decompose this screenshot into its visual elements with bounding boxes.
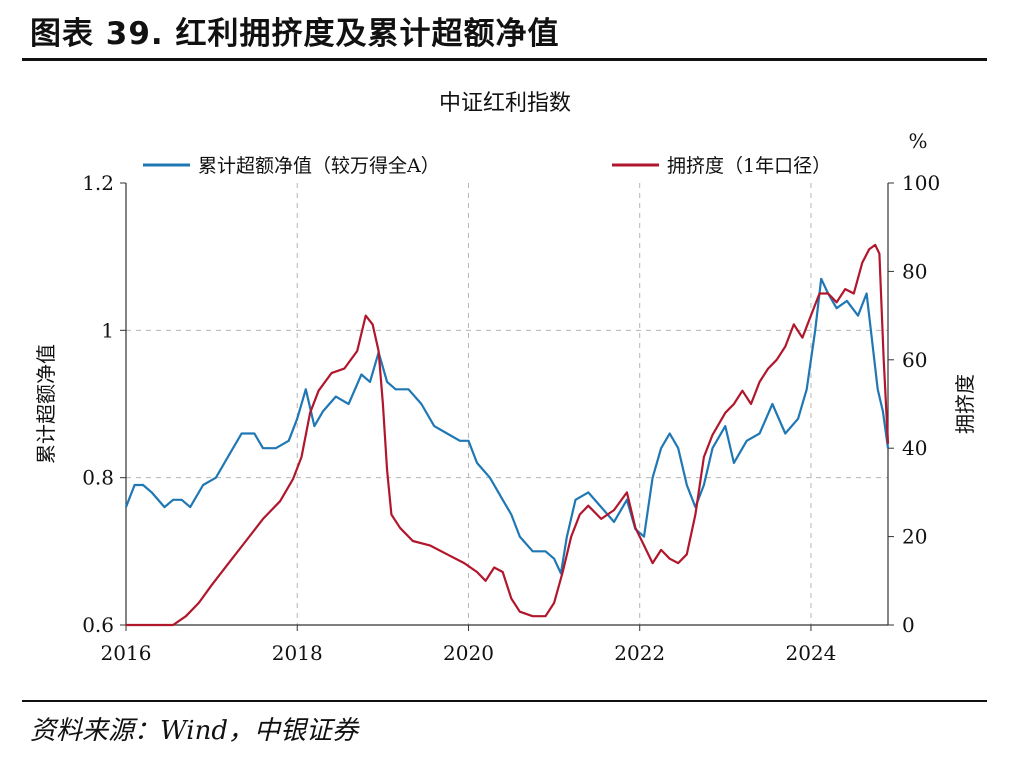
y-tick-label-3: 0.6 [82,613,114,637]
legend: 累计超额净值（较万得全A） 拥挤度（1年口径） [143,155,831,177]
tick-labels: 1.2 1 0.8 0.6 100 80 60 40 20 0 2016 2018 2020 2022 20… [82,171,940,665]
y2-tick-label-2: 60 [902,348,927,372]
y2-tick-label-1: 80 [902,259,927,283]
series-line-crowding [126,243,890,627]
legend-label-crowding: 拥挤度（1年口径） [667,155,831,177]
y2-tick-label-3: 40 [902,436,927,460]
y2-tick-label-5: 0 [902,613,915,637]
bottom-rule [22,700,987,702]
y2-unit: % [908,129,927,153]
x-tick-label-1: 2018 [272,641,323,665]
y2-tick-label-0: 100 [902,171,940,195]
figure-title: 图表 39. 红利拥挤度及累计超额净值 [30,16,560,52]
x-tick-label-4: 2024 [785,641,836,665]
series-line-excess-nav [124,277,890,575]
y-tick-label-0: 1.2 [82,171,114,195]
top-rule [22,58,987,61]
legend-label-excess: 累计超额净值（较万得全A） [198,155,440,177]
x-tick-label-2: 2020 [443,641,494,665]
source-note: 资料来源：Wind，中银证券 [30,716,358,746]
y-tick-label-1: 1 [101,318,114,342]
chart-title: 中证红利指数 [439,91,571,116]
y2-tick-label-4: 20 [902,525,927,549]
y2-axis-label: 拥挤度 [953,374,977,434]
x-tick-label-3: 2022 [614,641,665,665]
y-axis-label: 累计超额净值 [34,344,58,464]
x-tick-label-0: 2016 [101,641,152,665]
y-tick-label-2: 0.8 [82,466,114,490]
axes [120,182,894,631]
gridlines [126,183,888,625]
